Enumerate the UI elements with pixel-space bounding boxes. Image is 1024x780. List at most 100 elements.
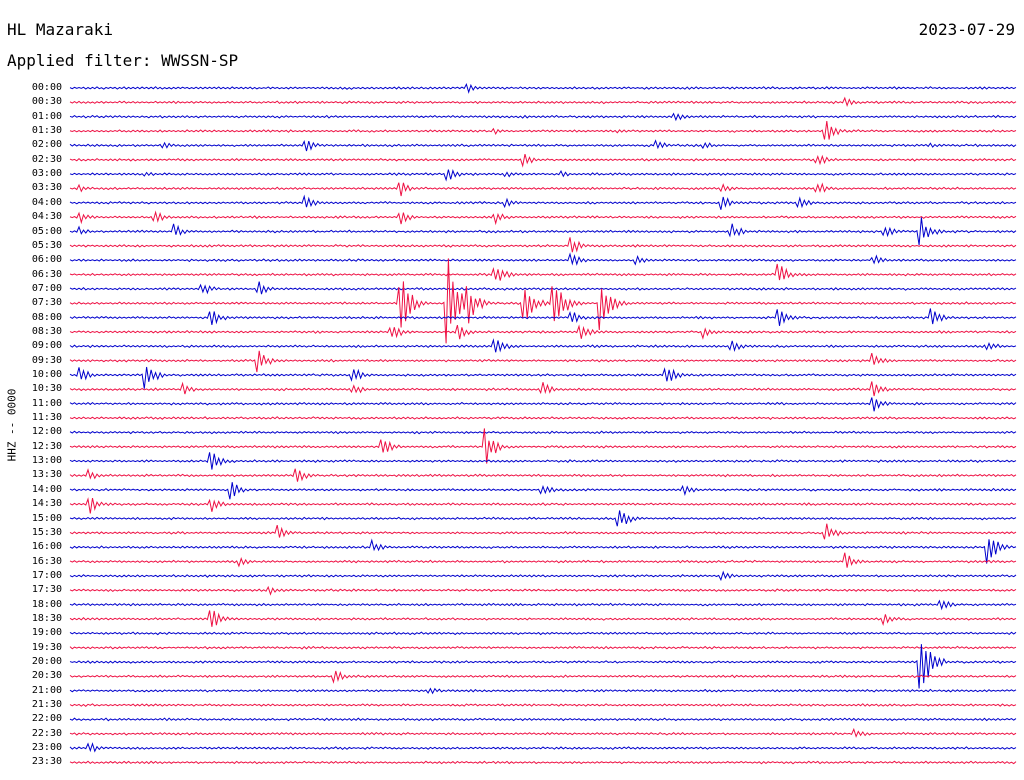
tick-label: 03:00 xyxy=(31,168,62,180)
tick-label: 23:30 xyxy=(31,756,62,768)
tick-label: 18:00 xyxy=(31,598,62,610)
tick-label: 12:00 xyxy=(31,426,62,438)
tick-label: 19:00 xyxy=(31,627,62,639)
trace-line xyxy=(69,112,1017,122)
trace-line xyxy=(69,121,1017,140)
tick-label: 22:30 xyxy=(31,727,62,739)
tick-label: 06:30 xyxy=(31,268,62,280)
trace-line xyxy=(69,687,1017,695)
tick-label: 07:30 xyxy=(31,297,62,309)
trace-line xyxy=(69,153,1017,168)
tick-label: 22:00 xyxy=(31,713,62,725)
trace-line xyxy=(69,452,1017,470)
applied-filter-label: Applied filter: WWSSN-SP xyxy=(7,51,239,70)
tick-label: 09:00 xyxy=(31,340,62,352)
trace-line xyxy=(69,497,1017,514)
tick-label: 00:30 xyxy=(31,96,62,108)
trace-line xyxy=(69,644,1017,689)
trace-line xyxy=(69,670,1017,684)
tick-label: 11:30 xyxy=(31,412,62,424)
tick-label: 02:30 xyxy=(31,153,62,165)
station-title: HL Mazaraki xyxy=(7,20,113,39)
trace-line xyxy=(69,258,1017,344)
trace-line xyxy=(69,324,1017,340)
tick-label: 17:30 xyxy=(31,584,62,596)
tick-label: 10:00 xyxy=(31,369,62,380)
tick-label: 05:30 xyxy=(31,239,62,251)
tick-label: 05:00 xyxy=(31,225,62,237)
trace-line xyxy=(69,82,1017,94)
tick-label: 23:00 xyxy=(31,742,62,754)
trace-line xyxy=(69,538,1017,564)
trace-line xyxy=(69,210,1017,226)
tick-label: 10:30 xyxy=(31,383,62,395)
trace-line xyxy=(69,468,1017,482)
trace-line xyxy=(69,523,1017,540)
trace-line xyxy=(69,703,1017,707)
trace-line xyxy=(69,366,1017,389)
trace-line xyxy=(69,281,1017,295)
tick-label: 15:00 xyxy=(31,512,62,524)
tick-label: 07:00 xyxy=(31,282,62,294)
trace-line xyxy=(69,430,1017,435)
tick-label: 01:30 xyxy=(31,125,62,137)
trace-line xyxy=(69,397,1017,412)
tick-label: 08:00 xyxy=(31,311,62,323)
trace-line xyxy=(69,263,1017,281)
trace-line xyxy=(69,381,1017,397)
trace-line xyxy=(69,742,1017,753)
tick-label: 21:30 xyxy=(31,699,62,711)
trace-line xyxy=(69,350,1017,373)
tick-label: 20:00 xyxy=(31,656,62,667)
tick-label: 16:30 xyxy=(31,555,62,567)
trace-line xyxy=(69,631,1017,636)
trace-line xyxy=(69,482,1017,500)
tick-label: 21:00 xyxy=(31,684,62,696)
trace-line xyxy=(69,428,1017,464)
trace-line xyxy=(69,194,1017,210)
tick-label: 00:00 xyxy=(31,82,62,93)
trace-line xyxy=(69,599,1017,611)
tick-label: 19:30 xyxy=(31,641,62,653)
tick-label: 13:00 xyxy=(31,455,62,467)
tick-label: 13:30 xyxy=(31,469,62,481)
tick-label: 08:30 xyxy=(31,325,62,337)
tick-label: 14:00 xyxy=(31,483,62,495)
tick-label: 04:30 xyxy=(31,211,62,223)
tick-label: 01:00 xyxy=(31,110,62,122)
tick-label: 14:30 xyxy=(31,498,62,510)
trace-line xyxy=(69,338,1017,353)
trace-line xyxy=(69,217,1017,246)
trace-line xyxy=(69,139,1017,152)
trace-line xyxy=(69,510,1017,527)
trace-line xyxy=(69,610,1017,627)
tick-label: 12:30 xyxy=(31,440,62,452)
tick-label: 02:00 xyxy=(31,139,62,151)
tick-label: 06:00 xyxy=(31,254,62,266)
tick-label: 04:00 xyxy=(31,196,62,208)
trace-line xyxy=(69,585,1017,596)
trace-line xyxy=(69,169,1017,182)
trace-line xyxy=(69,237,1017,253)
tick-label: 03:30 xyxy=(31,182,62,194)
tick-label: 09:30 xyxy=(31,354,62,366)
tick-label: 17:00 xyxy=(31,569,62,581)
tick-label: 16:00 xyxy=(31,541,62,553)
trace-line xyxy=(69,416,1017,420)
trace-line xyxy=(69,252,1017,266)
trace-line xyxy=(69,552,1017,568)
tick-label: 18:30 xyxy=(31,612,62,624)
trace-line xyxy=(69,760,1017,765)
time-tick-labels: 00:00 00:30 01:00 01:30 02:00 02:30 03:00 03:30… xyxy=(0,0,66,780)
trace-line xyxy=(69,727,1017,738)
trace-line xyxy=(69,645,1017,650)
trace-line xyxy=(69,96,1017,108)
trace-line xyxy=(69,570,1017,582)
tick-label: 15:30 xyxy=(31,526,62,538)
trace-line xyxy=(69,717,1017,722)
tick-label: 11:00 xyxy=(31,397,62,409)
trace-line xyxy=(69,182,1017,197)
trace-line xyxy=(69,308,1017,326)
record-date: 2023-07-29 xyxy=(918,20,1015,39)
